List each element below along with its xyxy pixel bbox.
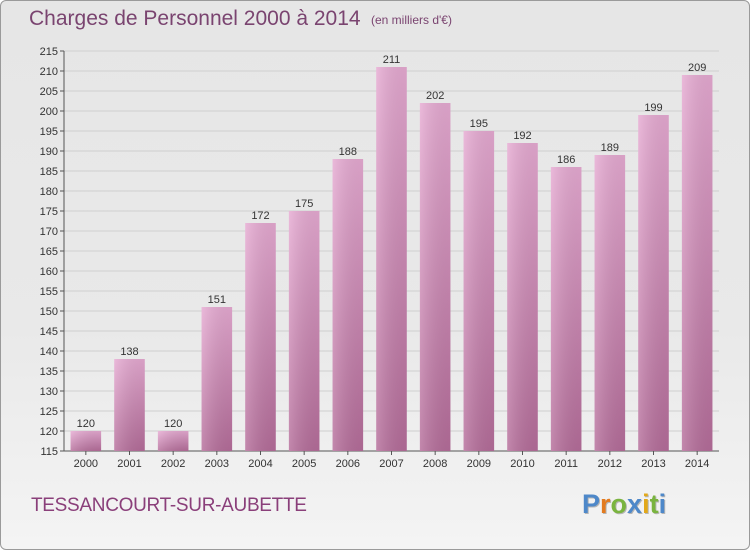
y-tick-label: 205 [40, 86, 58, 98]
x-tick-label: 2005 [292, 458, 316, 470]
y-tick-label: 195 [40, 126, 58, 138]
bar-shade [288, 211, 320, 451]
value-label: 202 [426, 90, 444, 102]
chart-subtitle: (en milliers d'€) [371, 13, 452, 27]
x-tick-label: 2012 [598, 458, 622, 470]
x-tick-label: 2010 [510, 458, 534, 470]
value-label: 151 [208, 294, 226, 306]
y-tick-label: 190 [40, 146, 58, 158]
x-tick-label: 2014 [685, 458, 709, 470]
data-labels: 120 138 120 151 172 175 188 211 202 195 192 186 189 1… [77, 54, 707, 430]
chart-title: Charges de Personnel 2000 à 2014 [29, 7, 361, 30]
bar-shade [638, 115, 669, 451]
y-tick-label: 175 [40, 206, 58, 218]
x-tick-label: 2009 [467, 458, 491, 470]
value-label: 175 [295, 198, 313, 210]
y-tick-label: 200 [40, 106, 58, 118]
value-label: 138 [120, 346, 138, 358]
bar-shade [550, 167, 582, 451]
y-tick-label: 215 [40, 46, 58, 58]
y-tick-label: 165 [40, 246, 58, 258]
axes: 1151201251301351401451501551601651701751… [40, 46, 719, 470]
value-label: 188 [339, 146, 357, 158]
value-label: 195 [470, 118, 488, 130]
value-label: 120 [77, 418, 95, 430]
commune-name: TESSANCOURT-SUR-AUBETTE [31, 495, 307, 516]
y-tick-label: 210 [40, 66, 58, 78]
x-tick-label: 2002 [161, 458, 185, 470]
y-tick-label: 135 [40, 366, 58, 378]
bar-shade [594, 155, 626, 451]
bars [70, 67, 713, 451]
x-tick-label: 2008 [423, 458, 447, 470]
value-label: 211 [383, 54, 401, 66]
x-tick-label: 2001 [117, 458, 141, 470]
value-label: 192 [513, 130, 531, 142]
bar-shade [463, 131, 495, 451]
x-tick-label: 2003 [205, 458, 229, 470]
bar-shade [157, 431, 189, 451]
x-tick-label: 2004 [248, 458, 272, 470]
value-label: 209 [688, 62, 706, 74]
bar-shade [201, 307, 233, 451]
y-tick-label: 140 [40, 346, 58, 358]
value-label: 172 [251, 210, 269, 222]
bar-shade [332, 159, 364, 451]
bar-shade [70, 431, 102, 451]
y-tick-label: 150 [40, 306, 58, 318]
y-tick-label: 185 [40, 166, 58, 178]
x-tick-label: 2000 [74, 458, 98, 470]
x-tick-label: 2011 [554, 458, 578, 470]
value-label: 186 [557, 154, 575, 166]
x-tick-label: 2006 [336, 458, 360, 470]
x-tick-label: 2013 [641, 458, 665, 470]
y-tick-label: 130 [40, 386, 58, 398]
bar-shade [245, 223, 276, 451]
value-label: 199 [644, 102, 662, 114]
y-tick-label: 145 [40, 326, 58, 338]
x-tick-label: 2007 [379, 458, 403, 470]
value-label: 189 [601, 142, 619, 154]
value-label: 120 [164, 418, 182, 430]
y-tick-label: 115 [40, 446, 58, 458]
bar-shade [114, 359, 145, 451]
y-tick-label: 180 [40, 186, 58, 198]
y-tick-label: 160 [40, 266, 58, 278]
y-tick-label: 125 [40, 406, 58, 418]
proxiti-logo: Proxiti [582, 489, 667, 519]
y-tick-label: 155 [40, 286, 58, 298]
bar-shade [507, 143, 538, 451]
bar-shade [419, 103, 451, 451]
y-tick-label: 170 [40, 226, 58, 238]
y-tick-label: 120 [40, 426, 58, 438]
bar-shade [376, 67, 407, 451]
bar-shade [681, 75, 713, 451]
